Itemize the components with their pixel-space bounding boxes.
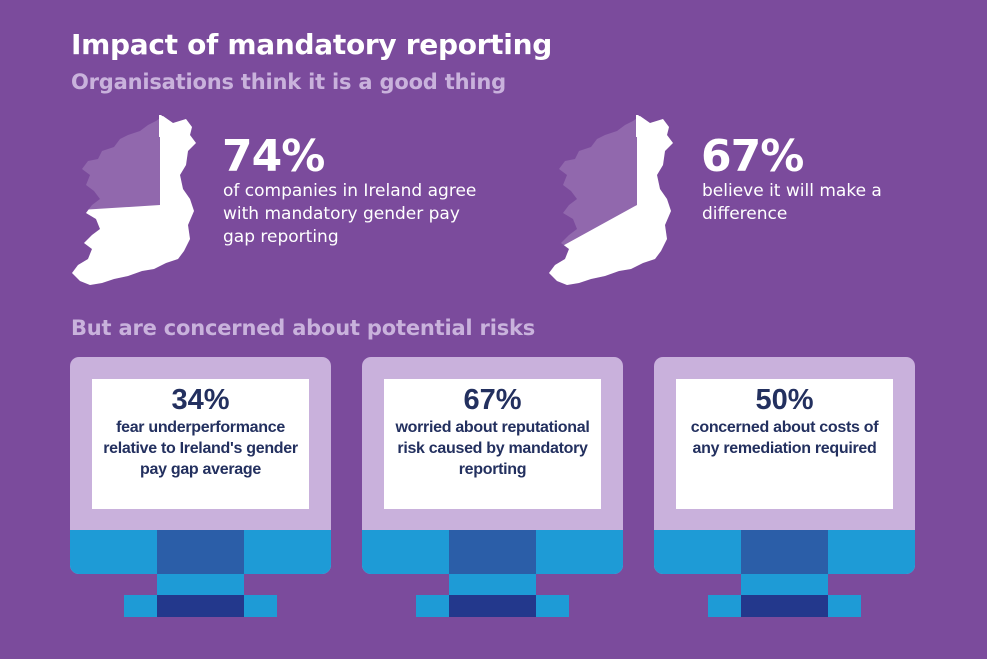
risk-description: fear underperformance relative to Irelan… [103, 419, 298, 478]
monitor-neck [449, 574, 536, 595]
page-subtitle: Organisations think it is a good thing [71, 70, 506, 94]
monitor-bezel: 50% concerned about costs of any remedia… [654, 357, 915, 574]
ireland-map-icon [545, 113, 685, 288]
monitor-base-left [708, 595, 741, 617]
monitor-bezel: 34% fear underperformance relative to Ir… [70, 357, 331, 574]
stat-percentage: 67% [701, 131, 804, 182]
monitor-base-left [124, 595, 157, 617]
monitor-neck [157, 574, 244, 595]
monitor-chin-center [157, 530, 244, 574]
monitor-neck [741, 574, 828, 595]
monitor-base-right [828, 595, 861, 617]
monitor-card: 67% worried about reputational risk caus… [362, 357, 623, 619]
monitor-card: 50% concerned about costs of any remedia… [654, 357, 915, 619]
monitor-base-center [157, 595, 244, 617]
page-title: Impact of mandatory reporting [71, 28, 552, 61]
monitor-base-right [244, 595, 277, 617]
monitor-screen: 50% concerned about costs of any remedia… [676, 379, 893, 509]
stat-description: of companies in Ireland agree with manda… [223, 181, 477, 247]
risk-percentage: 50% [755, 384, 814, 416]
monitor-card: 34% fear underperformance relative to Ir… [70, 357, 331, 619]
risk-description: concerned about costs of any remediation… [690, 419, 879, 457]
monitor-bezel: 67% worried about reputational risk caus… [362, 357, 623, 574]
monitor-chin-center [741, 530, 828, 574]
monitor-base-left [416, 595, 449, 617]
section-heading: But are concerned about potential risks [71, 316, 536, 340]
risk-percentage: 34% [171, 384, 230, 416]
monitor-screen: 34% fear underperformance relative to Ir… [92, 379, 309, 509]
stat-description: believe it will make a difference [702, 181, 882, 224]
risk-percentage: 67% [463, 384, 522, 416]
monitor-chin-center [449, 530, 536, 574]
ireland-map-icon [68, 113, 208, 288]
monitor-base-center [741, 595, 828, 617]
monitor-base-center [449, 595, 536, 617]
monitor-screen: 67% worried about reputational risk caus… [384, 379, 601, 509]
monitor-base-right [536, 595, 569, 617]
risk-description: worried about reputational risk caused b… [395, 419, 590, 478]
stat-percentage: 74% [222, 131, 325, 182]
